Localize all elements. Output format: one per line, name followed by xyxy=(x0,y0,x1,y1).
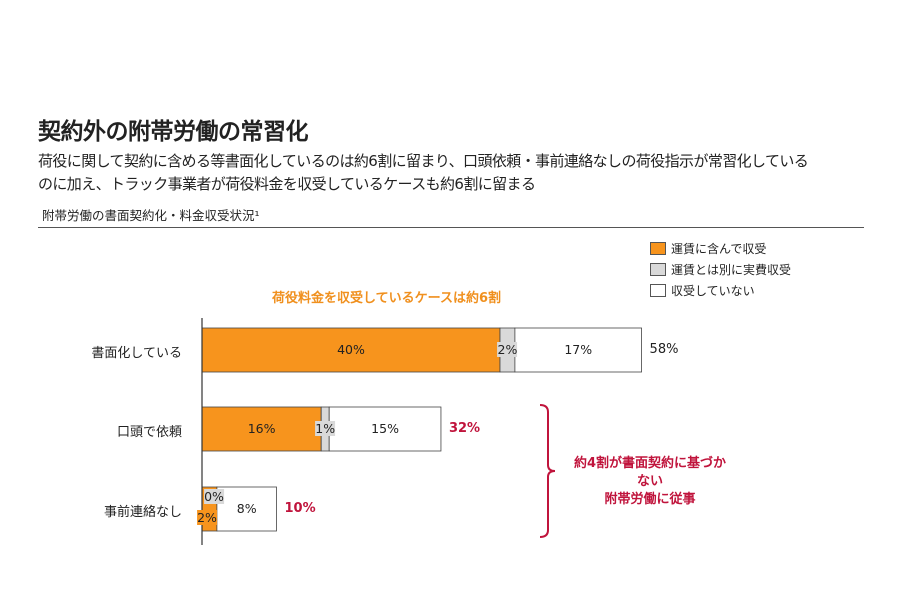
data-label: 8% xyxy=(236,501,257,516)
legend-swatch xyxy=(650,263,666,276)
subtitle-line-2: のに加え、トラック事業者が荷役料金を収受しているケースも約6割に留まる xyxy=(38,175,536,193)
legend-label: 運賃とは別に実費収受 xyxy=(671,263,792,277)
bar-segment xyxy=(328,406,442,452)
category-label: 書面化している xyxy=(91,346,182,361)
total-label: 10% xyxy=(284,501,316,516)
bar-segment xyxy=(514,327,642,373)
annotation-line: 附帯労働に従事 xyxy=(604,492,696,507)
subtitle-line-1: 荷役に関して契約に含める等書面化しているのは約6割に留まり、口頭依頼・事前連絡な… xyxy=(38,152,809,170)
bracket xyxy=(539,404,556,538)
data-label: 15% xyxy=(371,421,399,436)
divider xyxy=(38,227,864,228)
legend-item-1: 運賃とは別に実費収受 xyxy=(650,261,791,278)
total-label: 32% xyxy=(448,421,481,436)
legend-item-0: 運賃に含んで収受 xyxy=(650,240,766,257)
data-label: 1% xyxy=(315,421,336,436)
data-label: 17% xyxy=(564,342,593,357)
annotation-bracket: 約4割が書面契約に基づかない附帯労働に従事 xyxy=(570,455,730,509)
data-label: 2% xyxy=(197,510,217,525)
category-label: 事前連絡なし xyxy=(103,505,182,520)
data-label: 0% xyxy=(204,489,224,504)
data-label: 2% xyxy=(497,342,518,357)
bar-segment xyxy=(201,406,322,452)
annotation-top: 荷役料金を収受しているケースは約6割 xyxy=(272,291,502,306)
category-label: 口頭で依頼 xyxy=(116,425,182,440)
legend-swatch xyxy=(650,284,666,297)
legend-swatch xyxy=(650,242,666,255)
legend-label: 運賃に含んで収受 xyxy=(671,242,767,256)
data-label: 40% xyxy=(337,342,365,357)
bar-segment xyxy=(216,486,277,532)
total-label: 58% xyxy=(649,342,679,357)
chart-label: 附帯労働の書面契約化・料金収受状況¹ xyxy=(42,208,260,223)
legend-item-2: 収受していない xyxy=(650,282,755,299)
annotation-line: 約4割が書面契約に基づかない xyxy=(573,456,727,489)
legend-label: 収受していない xyxy=(671,284,755,298)
data-label: 16% xyxy=(247,421,276,436)
bar-segment xyxy=(201,327,501,373)
page-title: 契約外の附帯労働の常習化 xyxy=(38,119,309,145)
